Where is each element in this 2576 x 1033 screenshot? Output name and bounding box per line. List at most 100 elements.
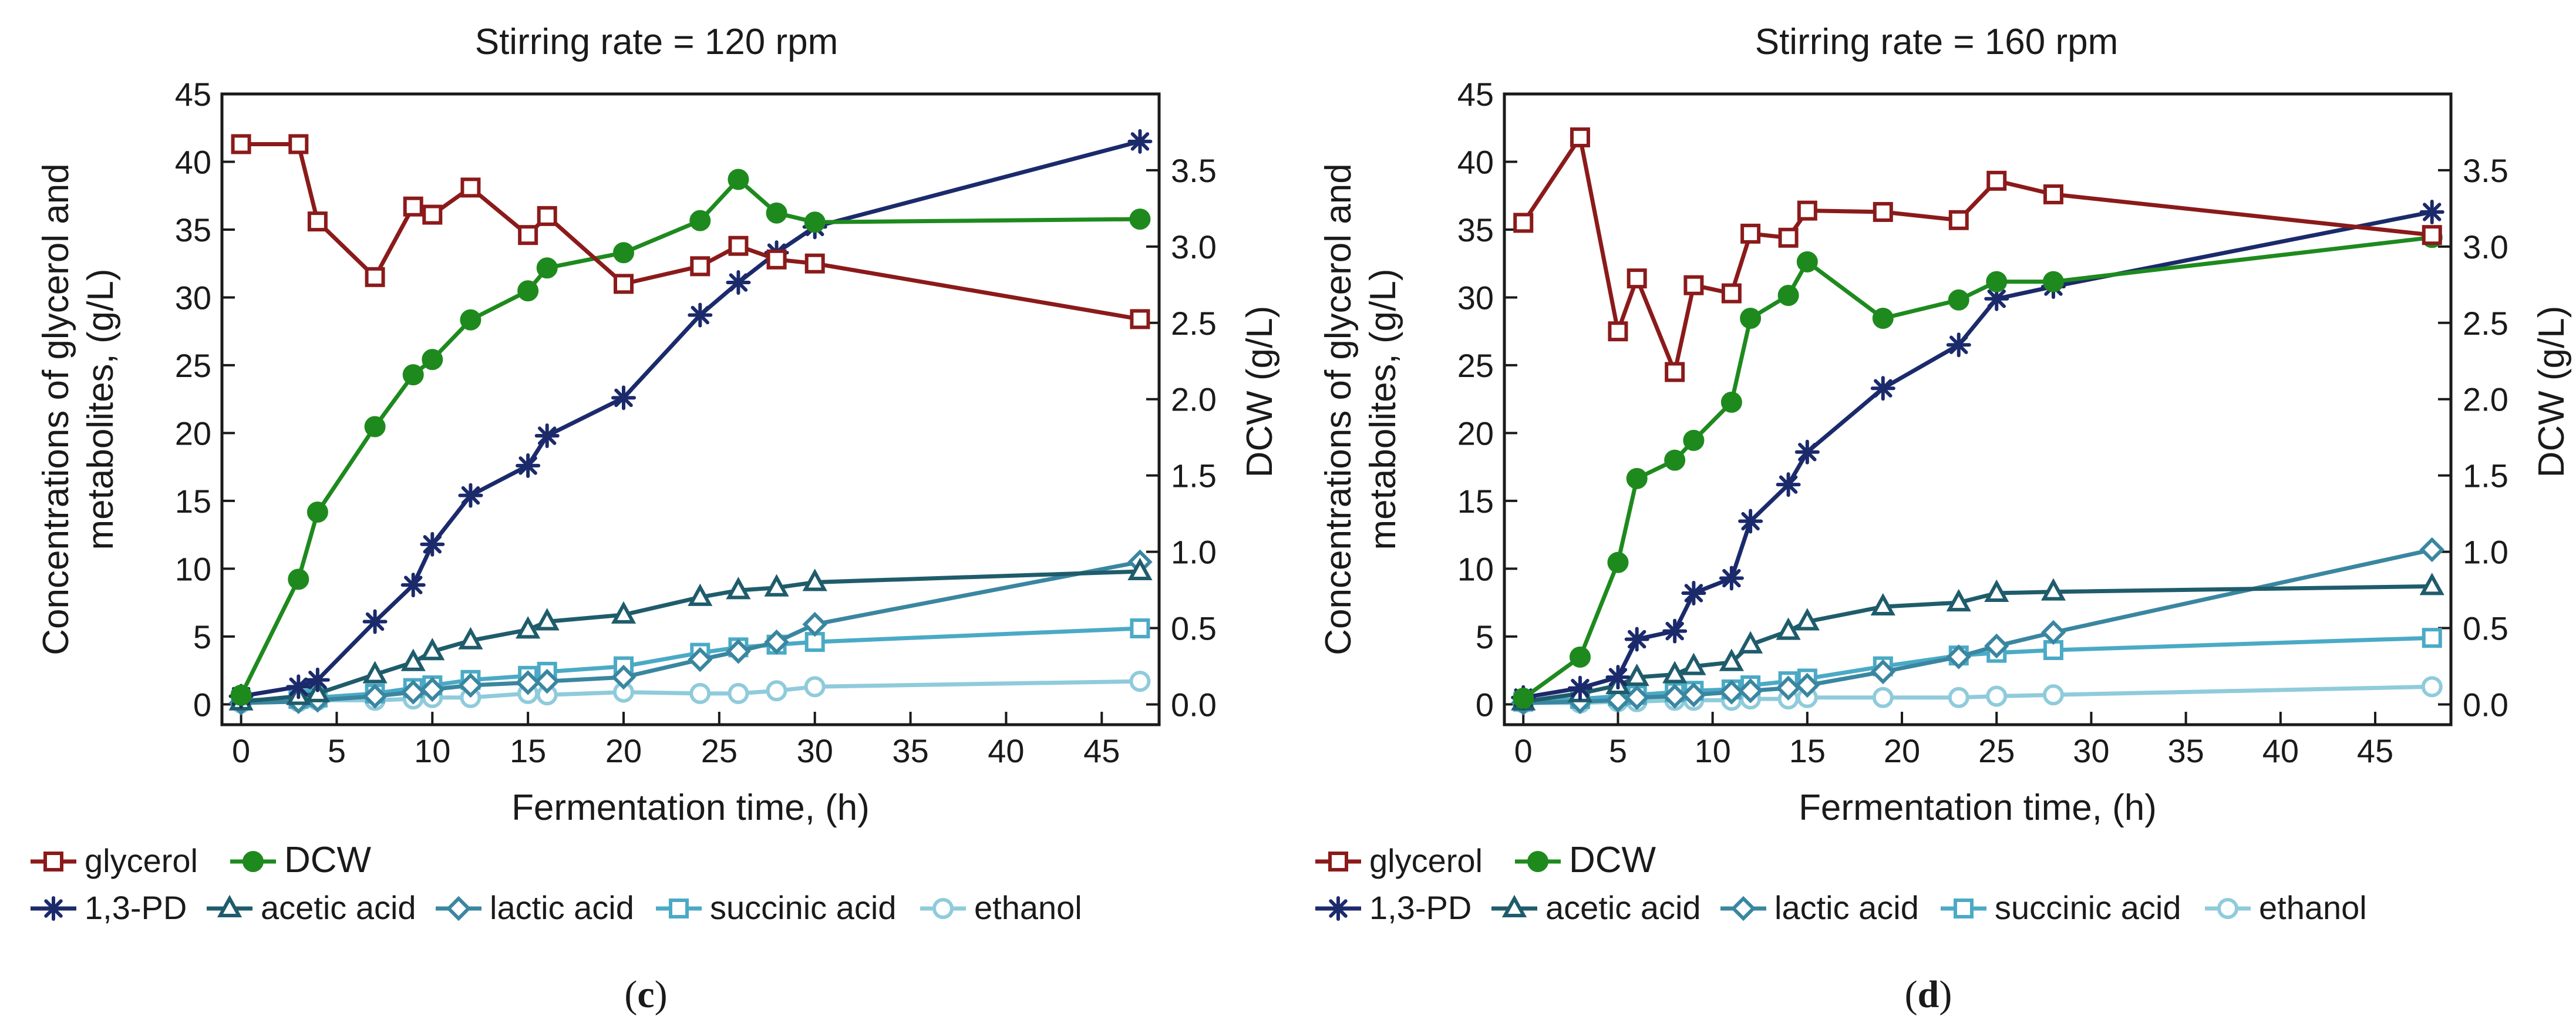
x-tick-label: 10 xyxy=(1694,732,1730,769)
y2-axis-label: DCW (g/L) xyxy=(2531,306,2572,478)
glycerol-point xyxy=(2043,184,2063,204)
lactic-acid-point xyxy=(1737,678,1763,704)
lactic-acid-point xyxy=(515,670,541,695)
glycerol-point xyxy=(1797,200,1817,221)
1-3-pd-point xyxy=(1567,675,1592,701)
glycerol-point xyxy=(728,235,749,256)
acetic-acid-point xyxy=(2419,573,2444,595)
glycerol-legend-marker xyxy=(43,852,63,872)
glycerol-point xyxy=(1873,201,1893,222)
y2-tick-label: 3.0 xyxy=(1171,228,1217,265)
succinic-acid-line xyxy=(1523,635,2432,704)
x-tick-label: 25 xyxy=(1978,732,2015,769)
lactic-acid-point xyxy=(1719,679,1745,705)
legend-label: DCW xyxy=(284,840,372,880)
y-tick-label: 35 xyxy=(175,211,211,248)
panel-label-close: ) xyxy=(1939,973,1952,1016)
1-3-pd-point xyxy=(726,270,751,295)
lactic-acid-point xyxy=(802,611,827,637)
legend-label: lactic acid xyxy=(1774,889,1919,926)
y2-tick-label: 2.5 xyxy=(1171,305,1217,342)
acetic-acid-point xyxy=(458,627,483,650)
x-tick-label: 30 xyxy=(797,732,833,769)
legend-label: acetic acid xyxy=(1545,889,1701,926)
1-3-pd-point xyxy=(611,385,636,410)
dcw-point xyxy=(1948,289,1969,311)
dcw-legend-marker xyxy=(1527,851,1548,872)
glycerol-point xyxy=(1608,321,1628,342)
dcw-point xyxy=(536,257,558,279)
y2-tick-label: 1.0 xyxy=(1171,534,1217,571)
y2-tick-label: 2.0 xyxy=(1171,381,1217,418)
dcw-point xyxy=(1740,307,1762,329)
acetic-acid-point xyxy=(1984,579,2009,602)
y2-tick-label: 2.0 xyxy=(2463,381,2508,418)
series-glycerol xyxy=(231,134,1150,329)
x-tick-label: 15 xyxy=(510,732,546,769)
x-axis-label: Fermentation time, (h) xyxy=(1799,788,2157,828)
ethanol-point xyxy=(728,682,749,704)
x-tick-label: 40 xyxy=(988,732,1024,769)
y2-tick-label: 0.0 xyxy=(2463,686,2508,723)
series-glycerol xyxy=(1513,127,2442,382)
x-tick-label: 20 xyxy=(1884,732,1920,769)
panel-label-close: ) xyxy=(655,973,668,1016)
x-tick-label: 0 xyxy=(232,732,250,769)
y-tick-label: 10 xyxy=(175,550,211,587)
legend-label: 1,3-PD xyxy=(1369,889,1471,926)
y2-tick-label: 3.5 xyxy=(2463,152,2508,189)
panel-label: (d) xyxy=(1905,973,1952,1016)
ethanol-point xyxy=(1986,685,2008,707)
panel-label-letter: d xyxy=(1918,973,1939,1016)
y2-tick-label: 0.5 xyxy=(2463,610,2508,647)
y-tick-label: 10 xyxy=(1457,550,1494,587)
y2-tick-label: 1.5 xyxy=(2463,457,2508,494)
y-tick-label: 25 xyxy=(1457,347,1494,384)
acetic-acid-point xyxy=(1719,648,1744,671)
y-tick-label: 0 xyxy=(1476,686,1494,723)
acetic-acid-point xyxy=(764,574,789,597)
glycerol-point xyxy=(1740,223,1761,244)
lactic-acid-point xyxy=(1776,675,1801,701)
glycerol-point xyxy=(1778,227,1799,248)
y-tick-label: 5 xyxy=(1476,618,1494,655)
1-3-pd-point xyxy=(420,531,445,557)
dcw-point xyxy=(689,210,711,231)
ethanol-point xyxy=(1129,671,1151,692)
x-tick-label: 45 xyxy=(2357,732,2393,769)
ethanol-point xyxy=(2421,676,2443,698)
panel-label: (c) xyxy=(624,973,667,1016)
dcw-point xyxy=(1129,208,1151,230)
lactic-acid-point xyxy=(534,668,560,694)
1-3-pd-point xyxy=(1738,509,1763,534)
dcw-point xyxy=(1626,467,1648,489)
1-3-pd-point xyxy=(1984,286,2009,311)
x-tick-label: 35 xyxy=(2167,732,2204,769)
x-tick-label: 20 xyxy=(605,732,642,769)
ethanol-legend-marker xyxy=(2217,898,2238,919)
1-3-pd-point xyxy=(1127,129,1153,154)
succinic-acid-point xyxy=(2422,628,2442,648)
legend-label: lactic acid xyxy=(490,889,634,926)
dcw-point xyxy=(1513,688,1534,709)
x-tick-label: 15 xyxy=(1789,732,1826,769)
acetic-acid-point xyxy=(1794,608,1820,631)
lactic-acid-point xyxy=(420,677,445,702)
dcw-point xyxy=(2042,271,2064,292)
x-tick-label: 45 xyxy=(1083,732,1120,769)
y2-tick-label: 3.5 xyxy=(1171,152,1217,189)
acetic-acid-point xyxy=(1662,661,1688,684)
lactic-acid-line xyxy=(1523,547,2433,705)
ethanol-point xyxy=(689,682,711,704)
y2-tick-label: 3.0 xyxy=(2463,228,2508,265)
ethanol-point xyxy=(1872,687,1894,708)
y-tick-label: 30 xyxy=(175,279,211,316)
dcw-point xyxy=(460,309,481,331)
glycerol-point xyxy=(1513,213,1534,233)
dcw-point xyxy=(364,416,386,438)
glycerol-line xyxy=(241,142,1140,321)
lactic-acid-legend-marker xyxy=(1730,896,1756,921)
x-tick-label: 5 xyxy=(328,732,346,769)
x-tick-label: 25 xyxy=(701,732,738,769)
glycerol-point xyxy=(1130,309,1150,329)
